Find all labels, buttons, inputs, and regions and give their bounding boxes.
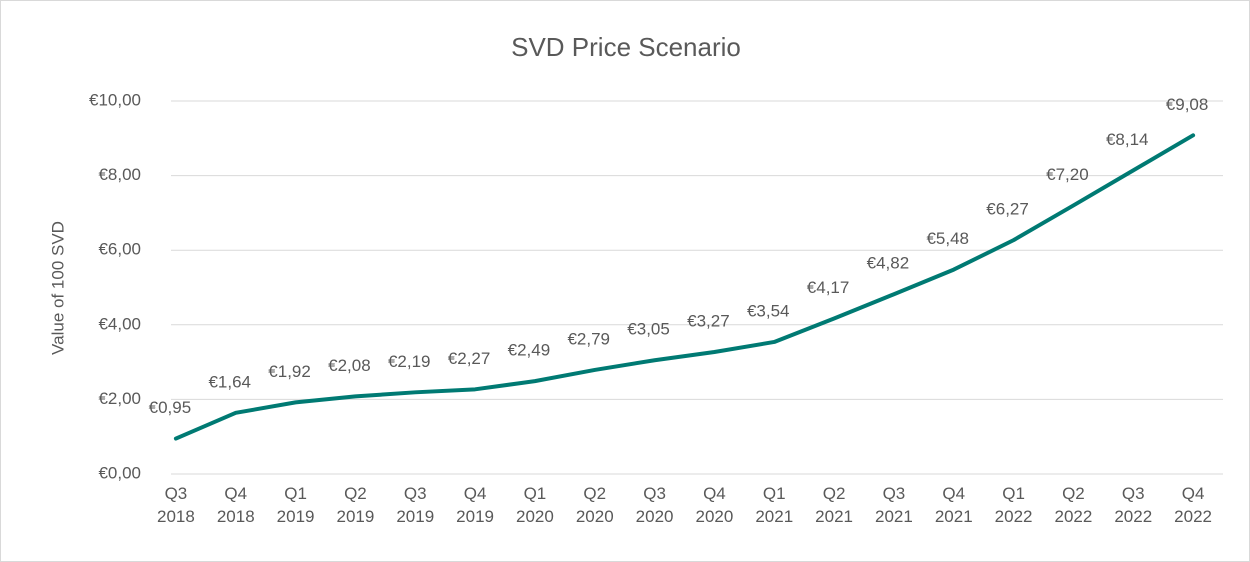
data-label: €8,14 <box>1106 130 1149 149</box>
x-tick-label: Q1 2020 <box>515 484 554 526</box>
y-axis-label: Value of 100 SVD <box>48 221 67 355</box>
data-label: €2,08 <box>328 356 371 375</box>
x-tick-label: Q1 2022 <box>994 484 1033 526</box>
data-label: €4,82 <box>867 254 910 273</box>
data-label: €2,79 <box>567 329 610 348</box>
x-tick-label: Q1 2019 <box>276 484 315 526</box>
x-tick-label: Q2 2019 <box>336 484 375 526</box>
data-label: €1,64 <box>208 372 251 391</box>
y-tick-label: €8,00 <box>98 165 141 184</box>
data-label: €1,92 <box>268 362 311 381</box>
data-label: €9,08 <box>1166 95 1209 114</box>
data-label: €3,05 <box>627 320 670 339</box>
data-label: €7,20 <box>1046 165 1089 184</box>
y-tick-label: €0,00 <box>98 463 141 482</box>
x-tick-label: Q3 2022 <box>1114 484 1153 526</box>
data-label: €6,27 <box>986 200 1029 219</box>
data-label: €3,54 <box>747 301 790 320</box>
data-label: €5,48 <box>926 229 969 248</box>
x-tick-label: Q3 2019 <box>396 484 435 526</box>
data-label: €2,27 <box>448 349 491 368</box>
data-label: €3,27 <box>687 312 730 331</box>
y-tick-label: €4,00 <box>98 314 141 333</box>
x-tick-label: Q4 2020 <box>695 484 734 526</box>
x-tick-label: Q3 2021 <box>874 484 913 526</box>
y-tick-label: €2,00 <box>98 389 141 408</box>
x-tick-label: Q4 2021 <box>934 484 973 526</box>
y-tick-label: €10,00 <box>89 90 141 109</box>
x-tick-label: Q2 2022 <box>1054 484 1093 526</box>
data-label: €2,49 <box>508 341 551 360</box>
x-tick-label: Q1 2021 <box>755 484 794 526</box>
chart-title: SVD Price Scenario <box>511 32 741 62</box>
x-tick-label: Q4 2022 <box>1174 484 1212 526</box>
data-label: €2,19 <box>388 352 431 371</box>
x-tick-label: Q3 2018 <box>156 484 195 526</box>
line <box>173 133 1196 441</box>
x-tick-label: Q2 2020 <box>575 484 614 526</box>
x-tick-label: Q2 2021 <box>815 484 853 526</box>
data-label: €0,95 <box>149 398 192 417</box>
x-tick-label: Q4 2019 <box>456 484 494 526</box>
data-label: €4,17 <box>807 278 850 297</box>
y-tick-label: €6,00 <box>98 240 141 259</box>
x-tick-label: Q3 2020 <box>635 484 674 526</box>
x-tick-label: Q4 2018 <box>216 484 255 526</box>
